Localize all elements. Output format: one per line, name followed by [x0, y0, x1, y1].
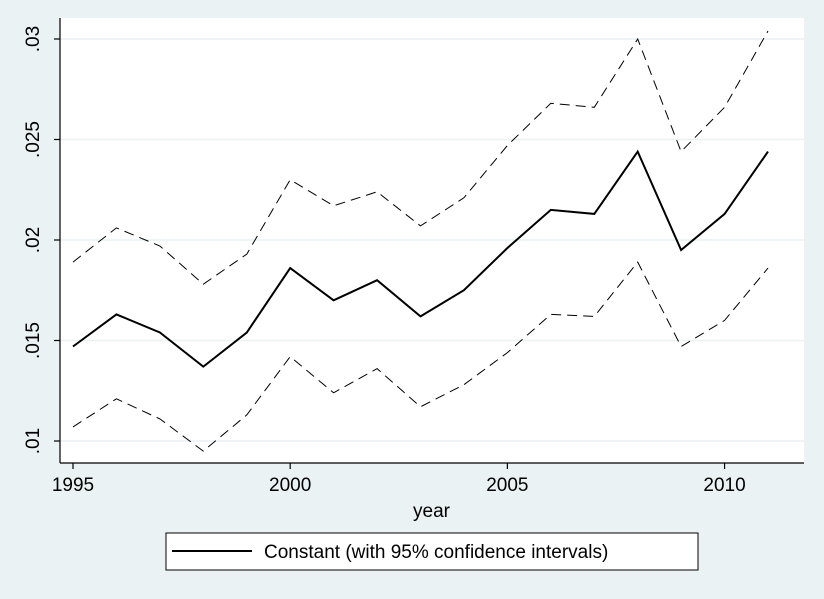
constant-line [72, 149, 769, 368]
x-tick-label: 2000 [269, 475, 311, 496]
legend: Constant (with 95% confidence intervals) [165, 532, 699, 571]
lower-ci-line [72, 261, 769, 452]
x-tick-label: 1995 [52, 475, 94, 496]
y-tick-label: .01 [23, 428, 44, 454]
series [72, 30, 769, 452]
upper-ci-line [72, 30, 769, 285]
tick-labels: .01 .015 .02 .025 .03 1995 2000 2005 2010 [23, 26, 746, 496]
y-tick-label: .02 [23, 227, 44, 253]
y-tick-label: .03 [23, 26, 44, 52]
x-axis-title: year [413, 501, 451, 522]
x-tick-label: 2010 [703, 475, 745, 496]
y-tick-label: .015 [23, 322, 44, 359]
legend-box [165, 532, 699, 571]
legend-label: Constant (with 95% confidence intervals) [264, 542, 608, 563]
y-tick-label: .025 [23, 121, 44, 158]
x-tick-label: 2005 [486, 475, 528, 496]
gridlines [60, 38, 804, 442]
